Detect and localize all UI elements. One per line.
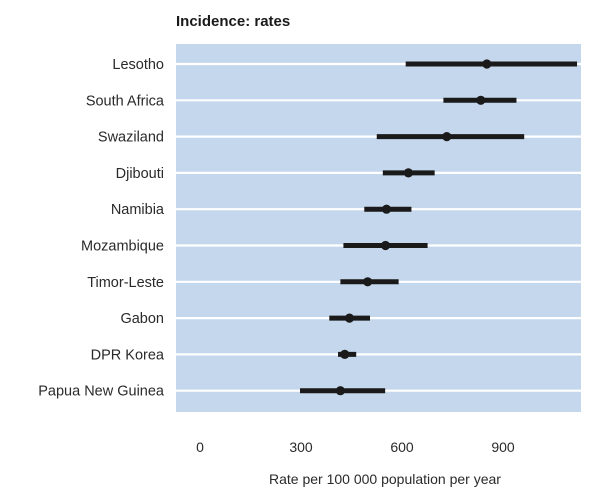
point-estimate [482,59,492,69]
point-estimate [442,132,452,142]
point-estimate [340,349,350,359]
point-estimate [335,386,345,396]
category-label: Djibouti [116,166,164,182]
x-tick-label: 0 [196,439,204,455]
x-tick-label: 900 [491,439,515,455]
x-tick-label: 300 [289,439,313,455]
point-estimate [476,95,486,105]
category-label: South Africa [86,93,165,109]
point-estimate [403,168,413,178]
x-axis-label: Rate per 100 000 population per year [269,471,501,487]
point-estimate [380,240,391,251]
point-estimate [344,313,355,323]
category-label: Namibia [111,202,165,218]
category-label: DPR Korea [91,347,165,363]
category-label: Lesotho [112,57,164,73]
point-estimates [335,59,492,396]
plot-background [176,44,581,412]
x-tick-label: 600 [390,439,414,455]
point-estimate [381,204,392,214]
point-estimate [363,277,373,287]
category-label: Mozambique [81,239,164,255]
category-label: Gabon [120,311,164,327]
x-axis-ticks: 0 300 600 900 [196,439,515,455]
category-label: Swaziland [98,130,164,146]
category-labels: Lesotho South Africa Swaziland Djibouti Nami… [38,57,165,400]
category-label: Timor-Leste [87,275,164,291]
chart-title: Incidence: rates [176,13,290,30]
category-label: Papua New Guinea [38,384,165,400]
